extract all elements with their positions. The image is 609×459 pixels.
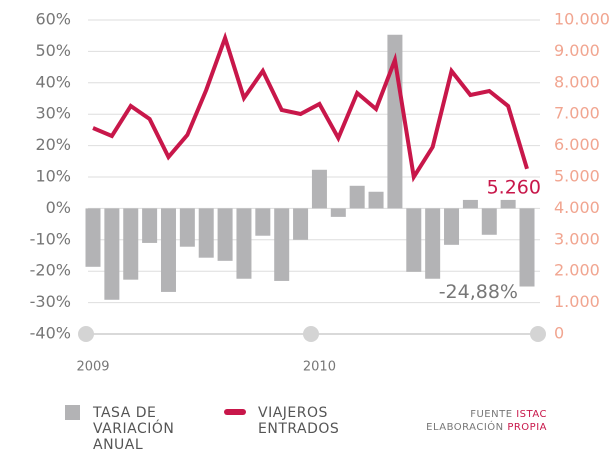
bar [236,208,252,279]
y2-tick-label: 0 [554,324,564,343]
y-tick-label: 50% [35,41,71,60]
bar [500,199,516,209]
bar [368,191,384,209]
bar [519,208,535,287]
y2-tick-label: 6.000 [554,135,600,154]
y2-tick-label: 3.000 [554,229,600,248]
axis-dot [530,326,546,342]
line [92,31,529,183]
bar [160,208,176,292]
source-label: FUENTE [470,409,513,420]
bar [311,169,327,209]
y-tick-label: -10% [30,229,71,248]
bar [85,208,101,267]
source-value: ISTAC [516,409,547,420]
line-value-label: 5.260 [487,176,541,198]
legend-swatch-bar [65,405,80,420]
bar [123,208,139,280]
bar [179,208,195,247]
y-tick-label: 60% [35,10,71,29]
source: FUENTE ISTAC [470,409,547,420]
legend-label: VIAJEROS ENTRADOS [258,405,340,437]
y-tick-label: -40% [30,324,71,343]
bar-value-label: -24,88% [439,281,518,303]
y2-tick-label: 2.000 [554,261,600,280]
y2-tick-label: 5.000 [554,167,600,186]
bar [274,208,290,281]
y-tick-label: 10% [35,167,71,186]
bar [198,208,214,258]
y2-tick-label: 4.000 [554,198,600,217]
y-tick-label: 30% [35,104,71,123]
y2-tick-label: 7.000 [554,104,600,123]
credit: ELABORACIÓN PROPIA [426,422,547,433]
bar [104,208,120,300]
credit-value: PROPIA [507,422,547,433]
y-tick-label: 20% [35,135,71,154]
bar [462,199,478,209]
bar [293,208,309,240]
axis-dot [78,326,94,342]
y-tick-label: -20% [30,261,71,280]
bar [217,208,233,261]
bar [406,208,422,272]
y2-tick-label: 1.000 [554,292,600,311]
x-tick-label: 2009 [76,360,109,375]
legend-label: TASA DE VARIACIÓN ANUAL [93,405,175,453]
bar [444,208,460,245]
bar [255,208,271,236]
y-tick-label: 0% [46,198,71,217]
bar [481,208,497,235]
y2-tick-label: 10.000 [554,10,609,29]
x-tick-label: 2010 [303,360,336,375]
bar [349,185,365,209]
bar [425,208,441,279]
y-tick-label: 40% [35,72,71,91]
y2-tick-label: 8.000 [554,72,600,91]
y-tick-label: -30% [30,292,71,311]
axis-dot [303,326,319,342]
bar [142,208,158,243]
legend-swatch-line [224,409,246,415]
credit-label: ELABORACIÓN [426,422,504,433]
y2-tick-label: 9.000 [554,41,600,60]
bar [330,208,346,217]
